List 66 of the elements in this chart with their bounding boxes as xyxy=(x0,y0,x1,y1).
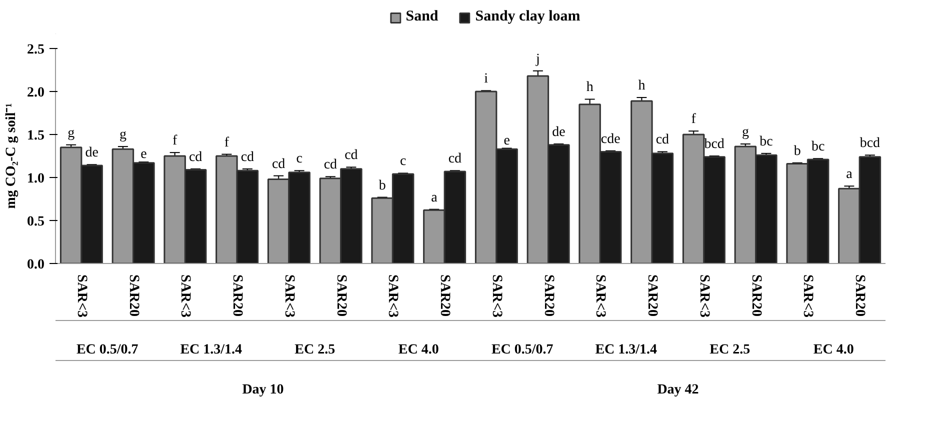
y-tick-label: 0.0 xyxy=(27,258,44,272)
text: EC 2.5 xyxy=(294,342,336,358)
data-label: i xyxy=(484,72,488,87)
data-label: cd xyxy=(240,150,254,165)
data-label: bcd xyxy=(860,136,880,152)
text: EC 1.3/1.4 xyxy=(180,342,242,358)
data-label: j xyxy=(534,52,540,67)
y-axis-title: mg CO₂-C g soil⁻¹ xyxy=(4,103,19,209)
x-tick-label: SAR20 xyxy=(540,274,556,317)
text: EC 4.0 xyxy=(398,342,439,358)
data-label: bc xyxy=(811,140,825,155)
data-label: c xyxy=(400,154,406,170)
data-label: b xyxy=(378,178,386,194)
data-label: f xyxy=(172,134,178,149)
x-tick-label: SAR20 xyxy=(437,274,452,317)
data-label: cde xyxy=(600,132,620,147)
x-tick-label: SAR20 xyxy=(230,274,245,317)
x-tick-label: SAR<3 xyxy=(488,274,504,318)
data-label: h xyxy=(586,80,594,96)
y-tick-label: 2.5 xyxy=(27,42,44,58)
x-tick-label: SAR<3 xyxy=(800,274,816,318)
data-label: a xyxy=(846,167,854,182)
x-tick-label: SAR<3 xyxy=(592,274,608,318)
y-tick-label: 1.5 xyxy=(27,128,44,144)
data-label: g xyxy=(119,128,126,143)
data-label: e xyxy=(140,147,147,162)
x-tick-label: SAR<3 xyxy=(74,274,89,318)
text: Day 42 xyxy=(657,382,699,398)
legend-label: Sandy clay loam xyxy=(475,8,580,26)
data-label: cd xyxy=(188,150,202,165)
x-tick-label: SAR<3 xyxy=(178,274,193,318)
data-label: e xyxy=(504,133,510,148)
data-label: cd xyxy=(344,148,358,164)
text: EC 1.3/1.4 xyxy=(595,342,658,358)
data-label: c xyxy=(296,152,302,167)
data-label: cd xyxy=(272,156,286,172)
x-tick-label: SAR20 xyxy=(852,274,868,317)
text: Day 10 xyxy=(242,382,284,398)
x-tick-label: SAR<3 xyxy=(281,274,296,318)
data-label: de xyxy=(552,124,566,140)
y-tick-label: 0.5 xyxy=(27,214,44,230)
x-tick-label: SAR20 xyxy=(333,274,348,317)
x-tick-label: SAR<3 xyxy=(385,274,400,318)
x-tick-label: SAR20 xyxy=(748,274,764,317)
data-label: g xyxy=(68,126,75,141)
text: EC 0.5/0.7 xyxy=(491,342,554,358)
text: EC 0.5/0.7 xyxy=(76,342,138,358)
text: EC 2.5 xyxy=(710,342,750,358)
data-label: f xyxy=(224,135,230,150)
legend-label: Sand xyxy=(406,8,438,26)
x-tick-label: SAR<3 xyxy=(696,274,712,318)
data-label: g xyxy=(742,124,749,140)
data-label: bc xyxy=(760,134,773,150)
x-tick-label: SAR20 xyxy=(644,274,660,317)
data-label: cd xyxy=(324,158,338,173)
data-label: de xyxy=(85,146,98,161)
data-label: h xyxy=(638,78,646,94)
text: EC 4.0 xyxy=(813,342,854,358)
y-tick-label: 2.0 xyxy=(27,86,44,100)
data-label: cd xyxy=(656,132,670,148)
data-label: a xyxy=(431,190,438,206)
data-label: cd xyxy=(448,152,462,167)
data-label: b xyxy=(794,144,801,159)
data-label: f xyxy=(691,112,696,128)
y-tick-label: 1.0 xyxy=(27,172,44,186)
x-tick-label: SAR20 xyxy=(126,274,141,317)
